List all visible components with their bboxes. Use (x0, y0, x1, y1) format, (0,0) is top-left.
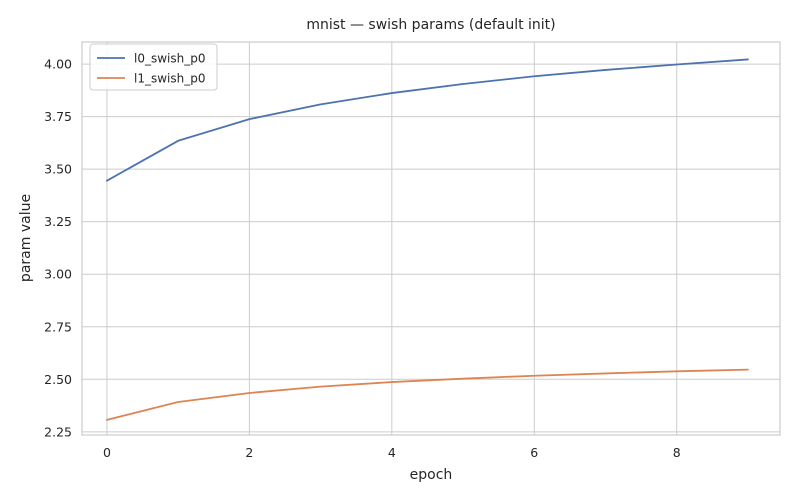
series-lines (106, 58, 749, 421)
y-tick-label: 3.75 (44, 109, 72, 124)
y-axis-label: param value (18, 194, 34, 282)
legend: l0_swish_p0 l1_swish_p0 (89, 43, 218, 91)
x-tick-label: 2 (245, 445, 253, 460)
series-line-l1_swish_p0 (106, 368, 749, 421)
chart-title: mnist — swish params (default init) (306, 17, 555, 33)
tick-labels: 0 2 4 6 8 2.25 2.50 2.75 3.00 3.25 3.50 3.75 4.00 (44, 57, 681, 460)
legend-label: l0_swish_p0 (134, 52, 205, 66)
legend-label: l1_swish_p0 (134, 72, 205, 86)
x-axis-label: epoch (410, 467, 453, 483)
plot-area-frame (81, 41, 781, 436)
y-tick-label: 2.75 (44, 319, 72, 334)
y-tick-label: 3.00 (44, 267, 72, 282)
x-tick-label: 8 (673, 445, 681, 460)
y-tick-label: 2.25 (44, 424, 72, 439)
x-tick-label: 0 (103, 445, 111, 460)
y-tick-label: 4.00 (44, 57, 72, 72)
y-tick-label: 3.50 (44, 162, 72, 177)
x-tick-label: 6 (530, 445, 538, 460)
x-tick-label: 4 (388, 445, 396, 460)
y-tick-label: 2.50 (44, 372, 72, 387)
y-tick-label: 3.25 (44, 214, 72, 229)
grid-lines (82, 42, 780, 435)
series-line-l0_swish_p0 (106, 58, 749, 182)
